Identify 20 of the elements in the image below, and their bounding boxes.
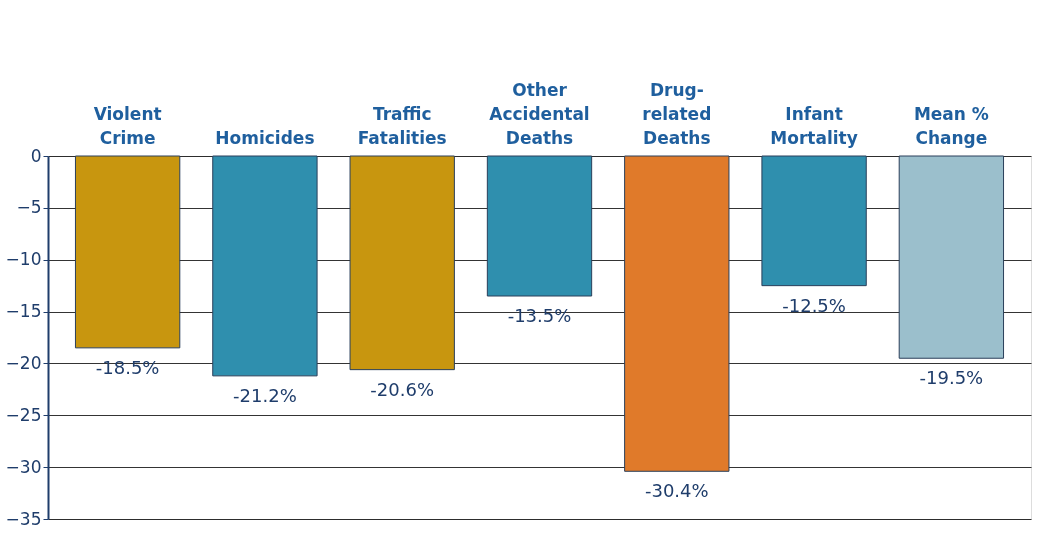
- x-tick-label: Traffic Fatalities: [357, 104, 447, 148]
- x-tick-label: Infant Mortality: [770, 104, 858, 148]
- x-tick-label: Homicides: [215, 128, 315, 148]
- x-tick-label: Other Accidental Deaths: [489, 80, 590, 148]
- y-tick-label: −5: [16, 197, 42, 218]
- y-tick-label: −35: [5, 508, 42, 529]
- y-tick-label: −25: [5, 404, 42, 425]
- y-tick-label: −15: [5, 301, 42, 322]
- data-label: -30.4%: [644, 480, 709, 502]
- data-label: -12.5%: [782, 294, 846, 316]
- y-tick-label: −10: [5, 249, 42, 270]
- y-tick-label: −20: [5, 352, 42, 373]
- y-tick-label: 0: [30, 145, 42, 166]
- y-tick-label: −30: [5, 456, 42, 477]
- x-tick-label: Violent Crime: [93, 104, 162, 148]
- x-tick-label: Drug- related Deaths: [642, 80, 712, 148]
- x-tick-label: Mean % Change: [913, 104, 989, 148]
- data-label: -19.5%: [919, 367, 984, 389]
- data-label: -21.2%: [233, 384, 297, 406]
- data-label: -20.6%: [370, 378, 435, 400]
